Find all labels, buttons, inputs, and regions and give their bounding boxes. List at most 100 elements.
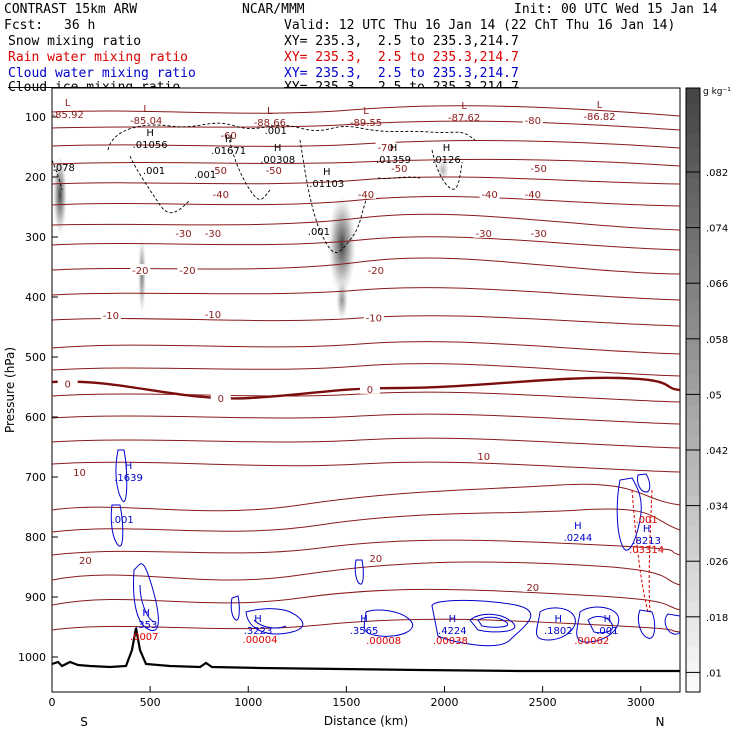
- valid-time: Valid: 12 UTC Thu 16 Jan 14 (22 ChT Thu …: [284, 18, 676, 33]
- extremum-value: .0244: [564, 533, 593, 544]
- temperature-label: -30: [175, 229, 191, 240]
- colorbar-tick-label: .018: [706, 613, 728, 624]
- temperature-label-bg: [365, 552, 386, 563]
- rain-contours: [631, 489, 653, 613]
- temperature-label: 20: [526, 583, 539, 594]
- colorbar-tick-label: .05: [706, 390, 722, 401]
- x-tick-label: 500: [140, 696, 161, 709]
- colorbar-swatch: [686, 420, 700, 436]
- temperature-label: 20: [369, 554, 382, 565]
- contour-labels: -80 -70 -60 -50 -50 -50 -50 -40 -40 -40 -40 -30 -30 -…: [52, 98, 665, 647]
- extremum-value: -88.66: [254, 118, 286, 129]
- colorbar-swatch: [686, 329, 700, 346]
- extremum-value: .4224: [438, 626, 467, 637]
- x-axis: 0 500 1000 1500 2000 2500 3000: [49, 686, 655, 709]
- temperature-label: -40: [213, 190, 229, 201]
- temperature-label: -30: [476, 229, 492, 240]
- snow-shade-5: [437, 158, 449, 182]
- x-axis-title: Distance (km): [324, 714, 408, 728]
- y-tick-label: 800: [25, 531, 46, 544]
- extremum-marker: H: [254, 614, 262, 625]
- temperature-label: -80: [525, 116, 541, 127]
- extremum-value: .0126: [432, 155, 461, 166]
- x-tick-label: 1500: [332, 696, 360, 709]
- y-tick-label: 200: [25, 171, 46, 184]
- temperature-label-bg: [57, 377, 78, 389]
- colorbar-swatch: [686, 465, 700, 482]
- snow-contours: [52, 122, 476, 253]
- colorbar-swatch: [686, 435, 700, 451]
- colorbar-swatch: [686, 314, 700, 331]
- colorbar-swatch: [686, 541, 700, 557]
- colorbar-swatch: [686, 661, 700, 678]
- colorbar-swatch: [686, 148, 700, 164]
- colorbar-swatch: [686, 269, 700, 285]
- temperature-label: -50: [531, 164, 547, 175]
- colorbar-tick-label: .074: [706, 224, 728, 235]
- y-tick-label: 300: [25, 231, 46, 244]
- colorbar-unit: g kg⁻¹: [703, 87, 731, 97]
- x-tick-label: 1000: [234, 696, 262, 709]
- colorbar-swatch: [686, 631, 700, 648]
- temperature-label: 0: [367, 385, 373, 396]
- temperature-label-bg: [473, 226, 494, 238]
- temperature-label: -20: [179, 266, 195, 277]
- temperature-label-bg: [522, 114, 543, 125]
- colorbar-swatch: [686, 344, 700, 361]
- temperature-label: 0: [65, 379, 71, 390]
- extremum-marker: H: [390, 143, 398, 154]
- extremum-value: .03314: [629, 545, 664, 556]
- colorbar-tick-label: .058: [706, 335, 728, 346]
- colorbar-tick-label: .042: [706, 446, 728, 457]
- temperature-label-bg: [130, 264, 151, 275]
- temperature-label-bg: [208, 163, 229, 175]
- y-axis: 100 200 300 400 500 600 700 800 900 1000: [18, 111, 58, 664]
- extremum-value: .1639: [114, 473, 143, 484]
- snow-shade-4: [336, 280, 348, 320]
- colorbar-tick-label: .01: [706, 668, 722, 679]
- extremum-value: .00062: [574, 636, 609, 647]
- temperature-label-bg: [389, 162, 410, 173]
- extremum-marker: H: [443, 143, 451, 154]
- temperature-label: -50: [211, 166, 227, 177]
- colorbar-swatch: [686, 239, 700, 255]
- extremum-value: .00038: [433, 636, 468, 647]
- colorbar-swatch: [686, 676, 700, 693]
- extremum-value: -89.55: [350, 118, 382, 129]
- temperature-label-bg: [218, 129, 239, 140]
- temperature-label-bg: [263, 163, 284, 175]
- colorbar-swatch: [686, 118, 700, 134]
- temperature-label: -40: [358, 190, 374, 201]
- temperature-label: -60: [220, 131, 236, 142]
- center-title: NCAR/MMM: [242, 2, 305, 17]
- temperature-label: -10: [103, 311, 119, 322]
- extremum-value: .3565: [350, 626, 379, 637]
- cloud-water-contour-label: .001: [112, 515, 134, 526]
- temperature-label: -40: [525, 190, 541, 201]
- extremum-marker: H: [555, 614, 563, 625]
- colorbar-swatch: [686, 571, 700, 587]
- freezing-level-contour: [52, 376, 680, 400]
- temperature-label: 20: [79, 556, 92, 567]
- temperature-label-bg: [375, 141, 396, 152]
- temperature-label-bg: [210, 391, 231, 403]
- extremum-marker: H: [604, 614, 612, 625]
- extremum-marker: L: [65, 98, 71, 109]
- extremum-value: .8213: [632, 536, 661, 547]
- colorbar-tick-label: .066: [706, 279, 728, 290]
- colorbar-swatch: [686, 495, 700, 512]
- colorbar-swatch: [686, 299, 700, 315]
- y-tick-label: 900: [25, 591, 46, 604]
- extremum-value: .01056: [133, 140, 168, 151]
- colorbar-swatch: [686, 133, 700, 149]
- extremum-marker: L: [363, 106, 369, 117]
- temperature-label: -20: [368, 266, 384, 277]
- snow-contour-label: .001: [308, 227, 330, 238]
- extremum-value: .3223: [244, 626, 273, 637]
- colorbar-swatch: [686, 616, 700, 633]
- snow-shade-1: [53, 155, 67, 235]
- temperature-label-bg: [359, 382, 380, 394]
- model-title: CONTRAST 15km ARW: [4, 2, 138, 17]
- colorbar-swatch: [686, 374, 700, 391]
